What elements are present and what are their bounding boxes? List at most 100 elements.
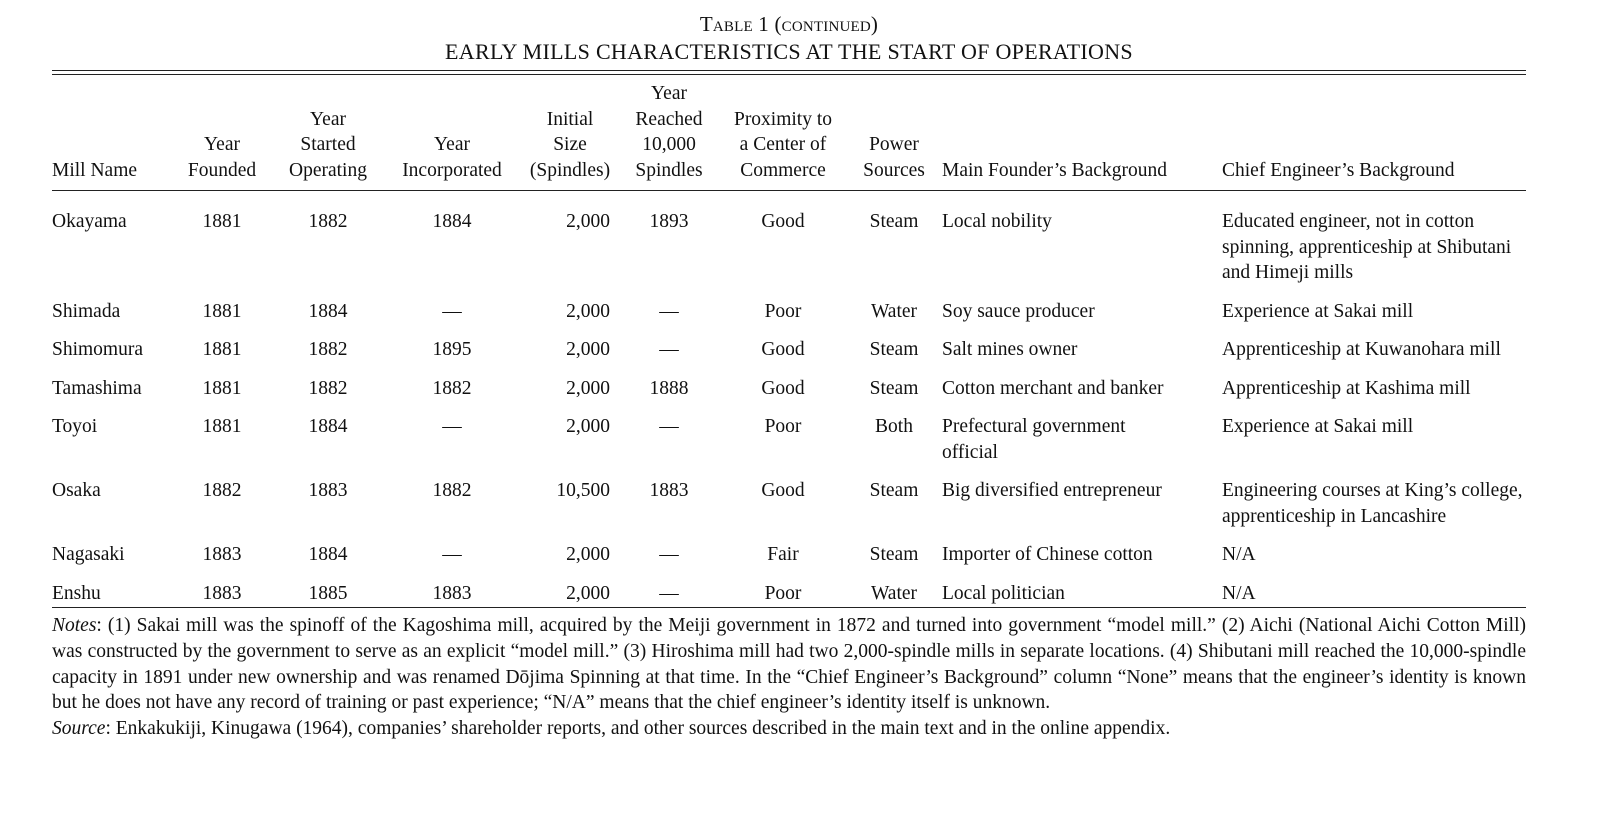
table-row: Shimomura 1881 1882 1895 2,000 — Good St… — [52, 324, 1526, 363]
cell-proximity: Fair — [767, 544, 799, 565]
cell-power: Water — [870, 300, 918, 322]
notes-text: : (1) Sakai mill was the spinoff of the … — [52, 615, 1526, 714]
table-row: Shimada 1881 1884 — 2,000 — Poor Water S… — [52, 286, 1526, 325]
cell-initial-size: 2,000 — [566, 416, 610, 437]
cell-year-incorporated: — — [442, 416, 462, 437]
source-label: Source — [52, 718, 106, 740]
top-double-rule — [52, 70, 1526, 75]
cell-mill-name: Toyoi — [52, 416, 98, 437]
cell-proximity: Poor — [764, 416, 802, 437]
cell-founder: Local politician — [942, 582, 1065, 604]
header-power-sources: Power Sources — [852, 81, 936, 191]
table-source: Source: Enkakukiji, Kinugawa (1964), com… — [52, 716, 1526, 742]
header-year-started: Year Started Operating — [268, 81, 388, 191]
cell-initial-size: 2,000 — [566, 582, 610, 604]
cell-mill-name: Osaka — [52, 480, 101, 501]
cell-power: Steam — [869, 339, 919, 360]
cell-year-started: 1884 — [308, 416, 348, 437]
cell-year-incorporated: 1883 — [432, 582, 472, 604]
cell-year-founded: 1881 — [202, 416, 242, 437]
header-year-reached: Year Reached 10,000 Spindles — [624, 81, 714, 191]
cell-initial-size: 2,000 — [566, 377, 610, 399]
cell-engineer: Educated engineer, not in cotton spinnin… — [1222, 211, 1512, 283]
cell-year-founded: 1883 — [202, 544, 242, 565]
table-number: Table 1 (continued) — [699, 12, 879, 36]
cell-engineer: Experience at Sakai mill — [1222, 300, 1414, 322]
cell-year-reached: — — [659, 300, 679, 322]
cell-year-founded: 1881 — [202, 300, 242, 322]
cell-initial-size: 10,500 — [556, 480, 610, 501]
cell-engineer: Apprenticeship at Kuwanohara mill — [1222, 339, 1501, 360]
cell-proximity: Good — [761, 339, 805, 360]
cell-initial-size: 2,000 — [566, 544, 610, 565]
table-page: Table 1 (continued) EARLY MILLS CHARACTE… — [52, 10, 1526, 742]
header-engineer-background: Chief Engineer’s Background — [1216, 81, 1526, 191]
cell-founder: Soy sauce producer — [942, 300, 1095, 322]
table-row: Okayama 1881 1882 1884 2,000 1893 Good S… — [52, 191, 1526, 286]
cell-year-reached: — — [659, 582, 679, 604]
cell-initial-size: 2,000 — [566, 339, 610, 360]
cell-year-reached: 1888 — [649, 377, 689, 399]
cell-founder: Prefectural government official — [942, 416, 1126, 463]
cell-initial-size: 2,000 — [566, 211, 610, 232]
cell-year-founded: 1881 — [202, 211, 242, 232]
table-caption: Table 1 (continued) EARLY MILLS CHARACTE… — [52, 10, 1526, 66]
cell-year-reached: 1893 — [649, 211, 689, 232]
table-row: Nagasaki 1883 1884 — 2,000 — Fair Steam … — [52, 529, 1526, 568]
table-row: Enshu 1883 1885 1883 2,000 — Poor Water … — [52, 568, 1526, 608]
cell-year-founded: 1881 — [202, 377, 242, 399]
cell-mill-name: Okayama — [52, 211, 127, 232]
cell-proximity: Good — [761, 480, 805, 501]
cell-year-started: 1884 — [308, 300, 348, 322]
header-row: Mill Name Year Founded Year Started Operati… — [52, 81, 1526, 191]
cell-power: Both — [875, 416, 913, 437]
cell-mill-name: Tamashima — [52, 377, 142, 399]
bottom-rule — [52, 607, 1526, 608]
header-founder-background: Main Founder’s Background — [936, 81, 1216, 191]
cell-year-founded: 1882 — [202, 480, 242, 501]
table-title: EARLY MILLS CHARACTERISTICS AT THE START… — [445, 39, 1133, 64]
cell-year-founded: 1883 — [202, 582, 242, 604]
cell-power: Steam — [869, 211, 919, 232]
cell-proximity: Good — [761, 211, 805, 232]
cell-founder: Cotton merchant and banker — [942, 377, 1164, 399]
cell-power: Steam — [869, 480, 919, 501]
cell-power: Steam — [869, 377, 919, 399]
cell-year-started: 1885 — [308, 582, 348, 604]
cell-mill-name: Nagasaki — [52, 544, 125, 565]
header-proximity: Proximity to a Center of Commerce — [714, 81, 852, 191]
cell-mill-name: Shimomura — [52, 339, 143, 360]
cell-proximity: Good — [761, 377, 805, 399]
cell-initial-size: 2,000 — [566, 300, 610, 322]
table-row: Tamashima 1881 1882 1882 2,000 1888 Good… — [52, 363, 1526, 402]
cell-power: Steam — [869, 544, 919, 565]
cell-year-reached: — — [659, 339, 679, 360]
cell-year-incorporated: 1882 — [432, 377, 472, 399]
cell-year-founded: 1881 — [202, 339, 242, 360]
header-mill-name: Mill Name — [52, 81, 176, 191]
cell-year-incorporated: 1882 — [432, 480, 472, 501]
source-text: : Enkakukiji, Kinugawa (1964), companies… — [105, 718, 1171, 740]
cell-engineer: Experience at Sakai mill — [1222, 416, 1414, 437]
cell-year-incorporated: — — [442, 300, 462, 322]
cell-year-incorporated: — — [442, 544, 462, 565]
cell-year-started: 1883 — [308, 480, 348, 501]
header-initial-size: Initial Size (Spindles) — [516, 81, 624, 191]
table-row: Osaka 1882 1883 1882 10,500 1883 Good St… — [52, 465, 1526, 529]
cell-year-incorporated: 1895 — [432, 339, 472, 360]
mills-table: Mill Name Year Founded Year Started Operati… — [52, 81, 1526, 607]
cell-year-started: 1882 — [308, 377, 348, 399]
cell-year-started: 1882 — [308, 339, 348, 360]
header-year-incorporated: Year Incorporated — [388, 81, 516, 191]
cell-founder: Local nobility — [942, 211, 1052, 232]
cell-engineer: N/A — [1222, 544, 1256, 565]
table-notes: Notes: (1) Sakai mill was the spinoff of… — [52, 613, 1526, 716]
table-row: Toyoi 1881 1884 — 2,000 — Poor Both Pref… — [52, 401, 1526, 465]
notes-label: Notes — [52, 615, 97, 636]
cell-proximity: Poor — [764, 582, 802, 604]
cell-year-reached: — — [659, 544, 679, 565]
cell-power: Water — [870, 582, 918, 604]
cell-founder: Importer of Chinese cotton — [942, 544, 1153, 565]
cell-year-started: 1884 — [308, 544, 348, 565]
cell-year-reached: 1883 — [649, 480, 689, 501]
